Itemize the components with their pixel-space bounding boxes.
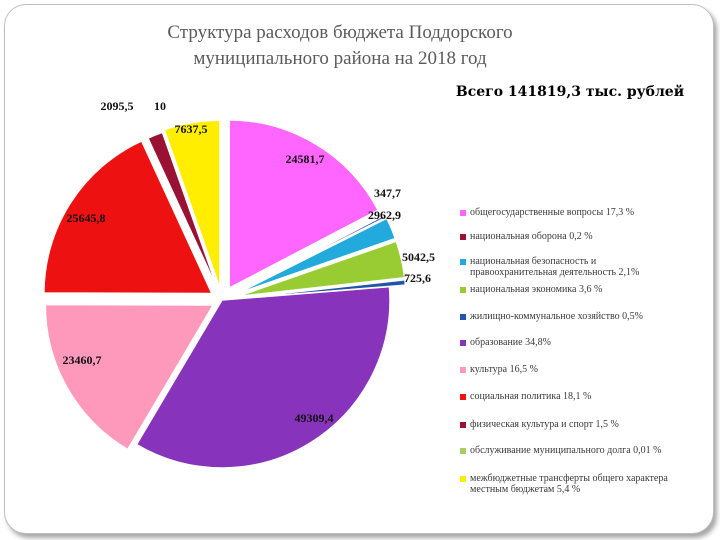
pie-slice-2 [236, 217, 397, 295]
legend-swatch [460, 210, 466, 216]
legend-label: межбюджетные трансферты общего характера… [470, 473, 668, 495]
legend-item-6: культура 16,5 % [460, 364, 685, 375]
legend-swatch [460, 287, 466, 293]
legend-swatch [460, 314, 466, 320]
legend-item-7: социальная политика 18,1 % [460, 391, 685, 402]
legend-item-3: национальная экономика 3,6 % [460, 284, 685, 295]
data-label-2: 2962,9 [368, 208, 401, 222]
legend-item-0: общегосударственные вопросы 17,3 % [460, 207, 685, 218]
legend-label: общегосударственные вопросы 17,3 % [470, 207, 635, 218]
title-line-2: муниципального района на 2018 год [193, 48, 487, 69]
legend-swatch [460, 448, 466, 454]
pie-slice-5 [135, 285, 391, 469]
data-label-4: 725,6 [404, 271, 431, 285]
title-line-1: Структура расходов бюджета Поддорского [167, 22, 513, 43]
legend-item-9: обслуживание муниципального долга 0,01 % [460, 445, 685, 456]
legend-label: образование 34,8% [470, 337, 551, 348]
legend-swatch [460, 394, 466, 400]
legend-swatch [460, 259, 466, 265]
legend-label: национальная оборона 0,2 % [470, 231, 593, 242]
legend-swatch [460, 476, 466, 482]
legend-swatch [460, 234, 466, 240]
legend-swatch [460, 422, 466, 428]
pie-slice-3 [237, 240, 406, 298]
data-label-3: 5042,5 [402, 250, 435, 264]
data-label-6: 23460,7 [63, 353, 102, 367]
legend-item-4: жилищно-коммунальное хозяйство 0,5% [460, 311, 685, 322]
legend-label: жилищно-коммунальное хозяйство 0,5% [470, 311, 643, 322]
data-label-0: 24581,7 [286, 152, 325, 166]
data-label-9: 10 [154, 99, 166, 113]
chart-title: Структура расходов бюджета Поддорского м… [110, 20, 570, 72]
legend-label: физическая культура и спорт 1,5 % [470, 419, 619, 430]
legend-item-2: национальная безопасность и правоохранит… [460, 256, 685, 278]
data-label-7: 25645,8 [67, 211, 106, 225]
legend-label: социальная политика 18,1 % [470, 391, 592, 402]
pie-slice-4 [237, 278, 407, 300]
pie-slice-10 [163, 119, 221, 289]
legend-item-10: межбюджетные трансферты общего характера… [460, 473, 685, 495]
pie-slice-0 [228, 119, 380, 290]
legend-label: национальная безопасность и правоохранит… [470, 256, 640, 278]
total-amount: Всего 141819,3 тыс. рублей [455, 84, 685, 100]
legend-label: культура 16,5 % [470, 364, 538, 375]
legend-label: национальная экономика 3,6 % [470, 284, 603, 295]
data-label-1: 347,7 [374, 186, 401, 200]
legend-swatch [460, 340, 466, 346]
legend-item-5: образование 34,8% [460, 337, 685, 348]
pie-slice-1 [234, 214, 386, 295]
legend-label: обслуживание муниципального долга 0,01 % [470, 445, 662, 456]
pie-slice-7 [43, 139, 214, 295]
pie-slice-6 [44, 303, 215, 451]
legend-swatch [460, 367, 466, 373]
data-label-8: 2095,5 [101, 99, 134, 113]
legend-item-1: национальная оборона 0,2 % [460, 231, 685, 242]
data-label-5: 49309,4 [295, 411, 334, 425]
data-label-10: 7637,5 [175, 122, 208, 136]
legend-item-8: физическая культура и спорт 1,5 % [460, 419, 685, 430]
pie-slice-9 [161, 131, 220, 291]
